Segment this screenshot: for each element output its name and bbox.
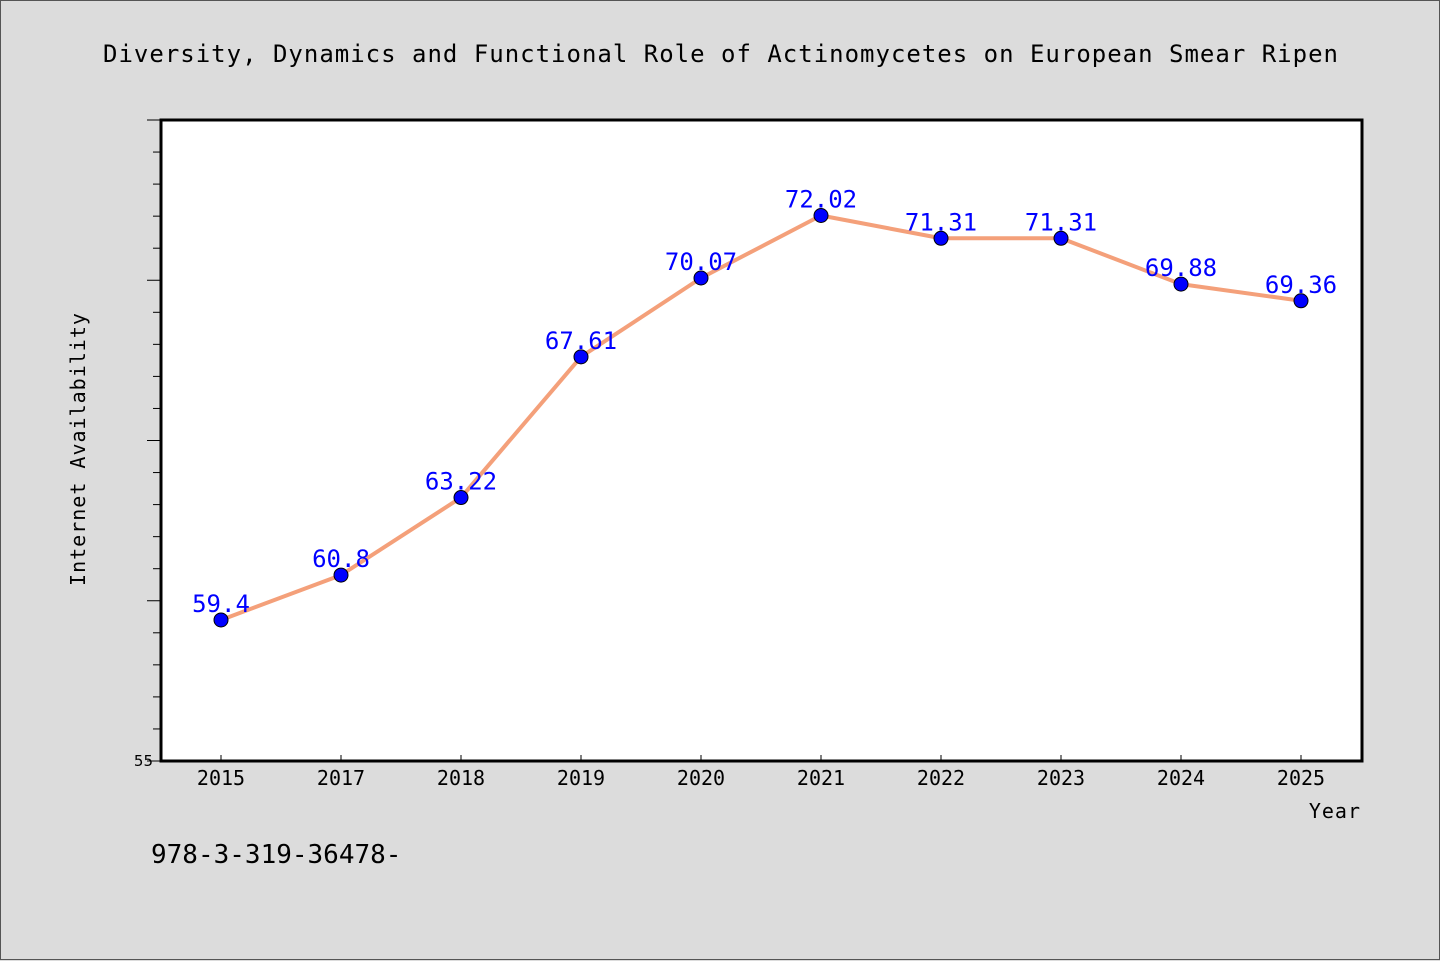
data-label: 70.07 <box>665 248 737 276</box>
data-label: 60.8 <box>312 545 370 573</box>
data-point <box>1293 293 1309 309</box>
y-axis-label: Internet Availability <box>66 312 90 586</box>
data-label: 69.36 <box>1265 271 1337 299</box>
plot-area <box>161 120 1362 761</box>
series-layer: 59.4 60.8 63.22 67.61 70.07 72.02 71.31 71.31 69… <box>192 186 1337 628</box>
data-point <box>573 349 589 365</box>
data-label: 69.88 <box>1145 254 1217 282</box>
data-label: 71.31 <box>905 208 977 236</box>
x-tick-label: 2025 <box>1277 766 1325 790</box>
data-point <box>933 230 949 246</box>
data-point <box>453 490 469 506</box>
x-tick-label: 2021 <box>797 766 845 790</box>
chart-title: Diversity, Dynamics and Functional Role … <box>103 40 1339 68</box>
data-point <box>333 567 349 583</box>
x-tick-label: 2023 <box>1037 766 1085 790</box>
y-axis-ticks <box>147 119 161 762</box>
x-tick-label: 2017 <box>317 766 365 790</box>
x-tick-label: 2018 <box>437 766 485 790</box>
x-tick-label: 2019 <box>557 766 605 790</box>
data-label: 59.4 <box>192 590 250 618</box>
x-axis-label: Year <box>1309 799 1361 823</box>
data-label: 63.22 <box>425 468 497 496</box>
series-line <box>220 213 1302 622</box>
data-point <box>813 208 829 224</box>
data-point <box>1173 276 1189 292</box>
x-tick-label: 2022 <box>917 766 965 790</box>
footnote-text: 978-3-319-36478- <box>151 840 401 870</box>
x-tick-label: 2024 <box>1157 766 1205 790</box>
data-label: 72.02 <box>785 186 857 214</box>
data-point <box>693 270 709 286</box>
plot-frame <box>159 118 1364 763</box>
x-axis-ticks: 2015 2017 2018 2019 2020 2021 2022 2023 2024 2025 <box>197 755 1325 790</box>
x-tick-label: 2020 <box>677 766 725 790</box>
y-tick-label: 55 <box>134 752 153 770</box>
x-tick-label: 2015 <box>197 766 245 790</box>
data-label: 71.31 <box>1025 208 1097 236</box>
data-point <box>1053 230 1069 246</box>
data-point <box>213 612 229 628</box>
data-label: 67.61 <box>545 327 617 355</box>
